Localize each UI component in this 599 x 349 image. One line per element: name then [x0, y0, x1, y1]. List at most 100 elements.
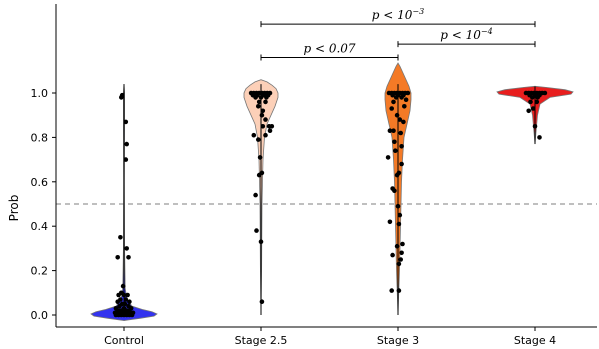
data-point: [269, 124, 275, 129]
data-point: [392, 188, 397, 193]
data-point: [255, 104, 261, 109]
data-point: [263, 99, 268, 105]
x-tick-label: Control: [104, 334, 144, 347]
data-point: [258, 95, 264, 100]
data-point: [396, 261, 402, 267]
data-point: [530, 106, 536, 111]
data-point: [256, 99, 262, 105]
data-point: [118, 235, 123, 240]
data-point: [390, 92, 395, 98]
data-point: [394, 243, 400, 249]
data-point: [126, 254, 131, 260]
y-axis-label: Prob: [7, 195, 21, 222]
data-point: [125, 292, 130, 298]
data-point: [399, 95, 404, 100]
data-point: [392, 139, 397, 145]
significance-exponent: −4: [481, 27, 493, 36]
data-point: [405, 90, 411, 96]
data-point: [394, 112, 400, 118]
y-tick-label: 0.8: [31, 131, 49, 144]
data-point: [124, 141, 129, 147]
data-point: [398, 257, 404, 262]
data-point: [123, 157, 129, 162]
significance-exponent: −3: [412, 7, 424, 16]
data-point: [397, 212, 403, 218]
data-point: [117, 303, 122, 309]
data-point: [399, 144, 404, 149]
y-tick-label: 0.2: [31, 265, 49, 278]
y-tick-label: 0.0: [31, 309, 49, 322]
data-point: [260, 124, 266, 129]
data-point: [255, 137, 261, 142]
data-point: [391, 99, 396, 105]
x-tick-label: Stage 3: [377, 334, 419, 347]
significance-label: p < 0.07: [303, 41, 355, 55]
data-point: [127, 299, 132, 305]
data-point: [121, 292, 127, 298]
data-point: [393, 148, 398, 153]
data-point: [396, 221, 402, 227]
data-point: [395, 203, 401, 209]
data-point: [387, 128, 393, 133]
data-point: [535, 95, 540, 100]
points-layer: [112, 90, 548, 318]
data-point: [397, 117, 403, 122]
x-tick-label: Stage 4: [514, 334, 556, 347]
data-point: [396, 288, 402, 293]
data-point: [402, 104, 407, 109]
data-point: [390, 252, 395, 258]
data-point: [267, 128, 273, 133]
data-point: [530, 95, 535, 100]
data-point: [260, 108, 266, 114]
data-point: [542, 90, 548, 96]
data-point: [393, 95, 399, 100]
data-point: [123, 297, 129, 302]
data-point: [124, 246, 129, 251]
data-point: [256, 172, 262, 178]
data-point: [263, 132, 268, 138]
data-point: [257, 155, 263, 160]
data-point: [391, 128, 396, 133]
data-point: [253, 192, 258, 198]
data-point: [264, 95, 269, 100]
data-point: [123, 119, 129, 125]
violin-layer: [90, 62, 574, 322]
data-point: [394, 172, 400, 178]
data-point: [385, 155, 391, 160]
data-point: [534, 99, 540, 105]
data-point: [259, 112, 265, 118]
y-tick-label: 0.4: [31, 220, 49, 233]
data-point: [399, 250, 404, 256]
significance-label: p < 10−3: [372, 7, 424, 22]
x-tick-label: Stage 2.5: [235, 334, 288, 347]
data-point: [400, 241, 405, 247]
data-point: [389, 288, 395, 293]
y-tick-label: 0.6: [31, 176, 49, 189]
annotation-layer: p < 10−3 p < 0.07 p < 10−4: [260, 7, 536, 61]
data-point: [119, 95, 124, 100]
data-point: [259, 299, 265, 305]
data-point: [528, 99, 533, 105]
data-point: [122, 301, 128, 307]
data-point: [532, 124, 538, 129]
data-point: [129, 312, 135, 318]
data-point: [526, 108, 531, 114]
data-point: [253, 95, 258, 100]
y-tick-label: 1.0: [31, 87, 49, 100]
data-point: [399, 161, 404, 167]
data-point: [251, 132, 257, 138]
data-point: [389, 106, 395, 111]
data-point: [387, 219, 393, 225]
data-point: [115, 299, 120, 305]
data-point: [401, 119, 406, 125]
data-point: [254, 228, 259, 233]
significance-label: p < 10−4: [440, 27, 492, 42]
data-point: [398, 130, 404, 136]
data-point: [403, 97, 409, 102]
data-point: [263, 117, 268, 122]
data-point: [537, 135, 542, 140]
data-point: [115, 254, 120, 260]
data-point: [116, 292, 121, 298]
data-point: [120, 283, 126, 289]
